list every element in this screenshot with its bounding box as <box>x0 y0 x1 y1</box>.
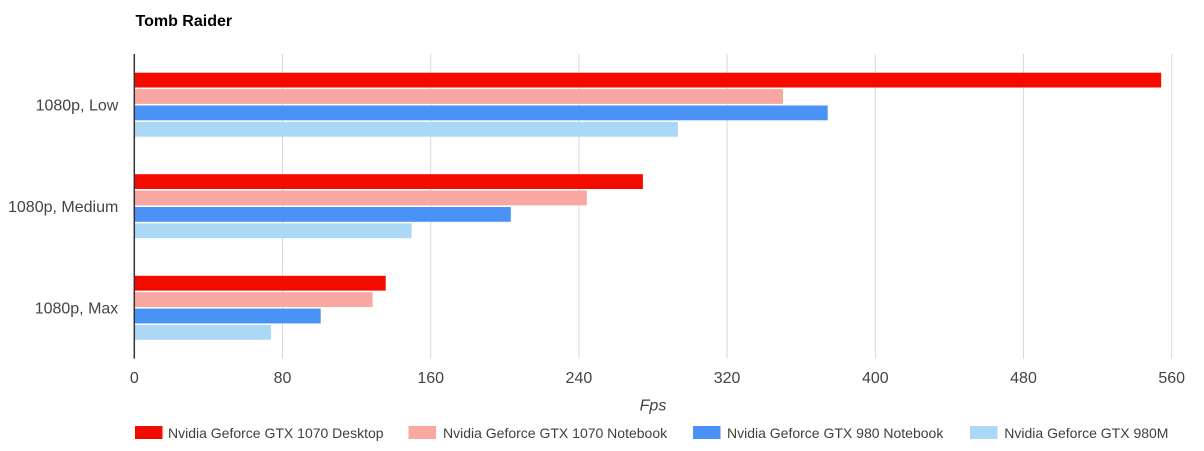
svg-text:400: 400 <box>862 370 889 387</box>
svg-text:1080p, Low: 1080p, Low <box>36 97 119 114</box>
svg-text:160: 160 <box>417 370 444 387</box>
svg-text:560: 560 <box>1158 370 1185 387</box>
svg-text:240: 240 <box>566 370 593 387</box>
svg-text:Nvidia Geforce GTX 1070 Deskto: Nvidia Geforce GTX 1070 Desktop <box>168 425 384 441</box>
svg-text:Nvidia Geforce GTX 980M: Nvidia Geforce GTX 980M <box>1004 425 1168 441</box>
svg-text:Fps: Fps <box>640 397 667 414</box>
svg-text:1080p, Medium: 1080p, Medium <box>8 199 118 216</box>
svg-text:320: 320 <box>714 370 741 387</box>
svg-text:480: 480 <box>1010 370 1037 387</box>
svg-text:80: 80 <box>274 370 292 387</box>
svg-text:Tomb Raider: Tomb Raider <box>136 13 233 30</box>
svg-text:Nvidia Geforce GTX 980 Noteboo: Nvidia Geforce GTX 980 Notebook <box>727 425 944 441</box>
svg-text:1080p, Max: 1080p, Max <box>35 301 119 318</box>
svg-text:Nvidia Geforce GTX 1070 Notebo: Nvidia Geforce GTX 1070 Notebook <box>443 425 668 441</box>
svg-text:0: 0 <box>130 370 139 387</box>
